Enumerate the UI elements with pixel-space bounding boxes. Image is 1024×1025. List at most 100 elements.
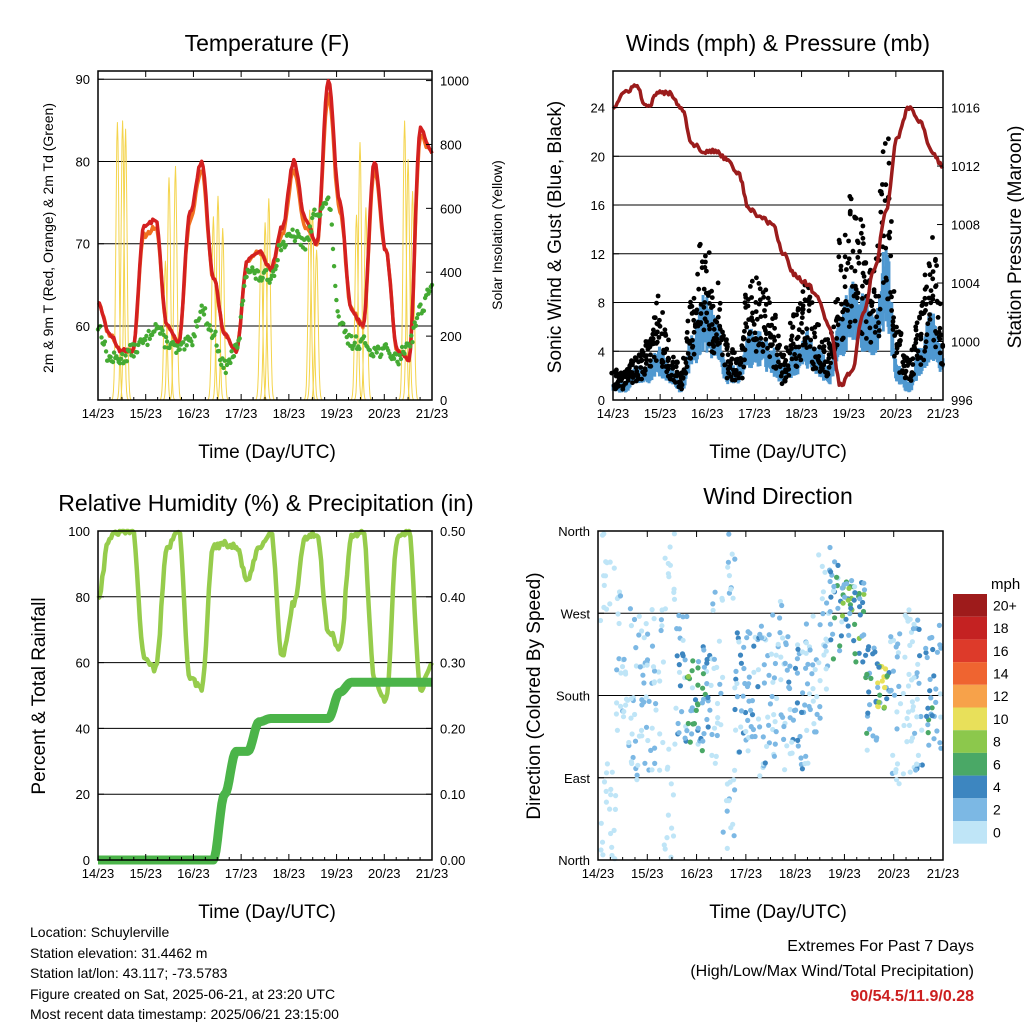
direction-point	[668, 854, 674, 860]
direction-point	[657, 767, 663, 773]
direction-point	[910, 626, 917, 632]
gust-point	[887, 229, 893, 235]
gust-point	[679, 382, 685, 388]
direction-point	[881, 704, 888, 710]
direction-point	[861, 587, 868, 593]
gust-point	[849, 265, 854, 270]
direction-point	[651, 668, 658, 674]
direction-point	[730, 595, 736, 601]
gust-point	[725, 352, 731, 358]
direction-point	[812, 667, 818, 673]
direction-point	[641, 680, 647, 686]
direction-point	[902, 654, 908, 660]
direction-point	[732, 685, 738, 691]
gust-point	[651, 327, 656, 333]
direction-point	[781, 723, 787, 730]
direction-point	[933, 686, 939, 692]
legend-swatch	[953, 662, 987, 685]
solar-insolation-line	[350, 214, 363, 401]
direction-point	[620, 714, 627, 720]
direction-point	[673, 705, 679, 711]
gust-point	[847, 319, 853, 325]
temperature-right-y-tick-label: 800	[440, 137, 462, 152]
direction-point	[638, 727, 645, 734]
dewpoint-point	[182, 347, 187, 352]
winds-ylabel-right: Station Pressure (Maroon)	[1005, 126, 1024, 349]
gust-point	[657, 317, 662, 323]
direction-point	[713, 753, 719, 760]
gust-point	[917, 314, 922, 320]
gust-point	[922, 295, 928, 301]
direction-point	[798, 755, 804, 761]
dewpoint-point	[197, 316, 202, 321]
direction-point	[745, 717, 751, 724]
direction-point	[894, 761, 901, 767]
direction-point	[783, 641, 789, 648]
gust-point	[763, 328, 768, 333]
gust-point	[924, 332, 930, 338]
dewpoint-point	[281, 239, 286, 244]
direction-point	[909, 735, 916, 741]
gust-point	[616, 383, 622, 389]
direction-point	[747, 630, 753, 636]
dewpoint-point	[163, 334, 169, 340]
gust-point	[800, 289, 806, 294]
direction-point	[632, 738, 639, 744]
dewpoint-point	[164, 339, 170, 344]
direction-point	[853, 659, 859, 665]
gust-point	[753, 349, 759, 354]
gust-point	[633, 355, 639, 361]
gust-point	[828, 360, 833, 366]
temperature-xlabel: Time (Day/UTC)	[198, 442, 336, 463]
gust-point	[798, 357, 804, 363]
gust-point	[913, 340, 919, 346]
dewpoint-point	[238, 314, 243, 320]
direction-point	[863, 652, 869, 658]
direction-point	[640, 672, 646, 678]
gust-point	[905, 363, 910, 368]
direction-point	[749, 712, 756, 718]
gust-point	[711, 350, 717, 356]
dewpoint-point	[306, 237, 311, 243]
direction-point	[730, 821, 736, 827]
direction-point	[651, 679, 658, 685]
direction-point	[877, 692, 883, 698]
direction-point	[692, 697, 699, 703]
direction-point	[832, 559, 838, 565]
gust-point	[647, 358, 653, 363]
dewpoint-point	[235, 345, 240, 350]
gust-point	[711, 326, 717, 332]
gust-point	[695, 271, 700, 277]
gust-point	[880, 182, 885, 187]
gust-point	[707, 301, 712, 306]
gust-point	[655, 329, 660, 335]
direction-point	[911, 675, 917, 681]
direction-point	[653, 701, 659, 707]
direction-point	[613, 711, 620, 717]
direction-point	[924, 713, 930, 720]
gust-point	[639, 357, 645, 363]
humidity-x-tick-label: 20/23	[368, 866, 401, 881]
gust-point	[876, 293, 881, 299]
direction-point	[714, 732, 720, 739]
gust-point	[793, 356, 799, 361]
gust-point	[800, 303, 806, 308]
dewpoint-point	[146, 328, 151, 334]
direction-point	[613, 793, 619, 799]
direction-point	[938, 745, 944, 751]
info-elevation: Station elevation: 31.4462 m	[30, 944, 208, 961]
gust-point	[858, 217, 864, 222]
direction-point	[918, 713, 924, 720]
dewpoint-point	[201, 312, 207, 317]
direction-x-tick-label: 15/23	[631, 866, 664, 881]
dewpoint-point	[371, 354, 376, 359]
direction-point	[936, 622, 943, 629]
direction-point	[658, 617, 665, 623]
direction-point	[782, 767, 788, 773]
direction-point	[923, 645, 929, 652]
gust-point	[838, 267, 844, 273]
direction-point	[701, 647, 707, 653]
gust-point	[864, 336, 869, 341]
direction-point	[787, 751, 793, 757]
direction-point	[744, 635, 750, 641]
